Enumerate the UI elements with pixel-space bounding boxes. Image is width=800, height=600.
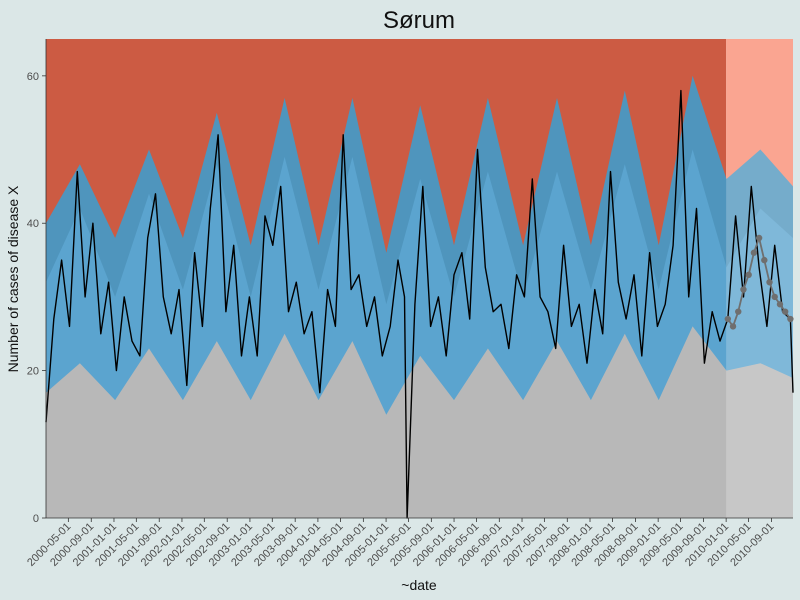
forecast-point: [750, 249, 758, 256]
y-tick-label: 40: [27, 218, 39, 230]
baseline-area: [46, 326, 793, 518]
forecast-point: [766, 278, 773, 286]
forecast-point: [724, 315, 732, 323]
forecast-point: [735, 308, 742, 315]
observed-series-line: [45, 89, 794, 519]
forecast-point: [781, 308, 789, 315]
forecast-point: [787, 315, 794, 323]
forecast-point: [771, 293, 778, 301]
y-tick-label: 0: [33, 513, 39, 525]
forecast-point: [745, 271, 752, 279]
chart-title: Sørum: [383, 7, 455, 34]
y-axis-title: Number of cases of disease X: [5, 185, 21, 372]
forecast-point: [755, 234, 763, 242]
forecast-point: [776, 301, 784, 308]
forecast-point: [729, 323, 737, 330]
forecast-shade: [726, 39, 793, 518]
plot-area: [45, 39, 794, 519]
x-axis-title: ~date: [401, 577, 437, 593]
y-tick-label: 20: [27, 366, 39, 378]
forecast-point: [761, 256, 768, 264]
forecast-point: [740, 286, 747, 293]
y-tick-label: 60: [27, 71, 39, 83]
